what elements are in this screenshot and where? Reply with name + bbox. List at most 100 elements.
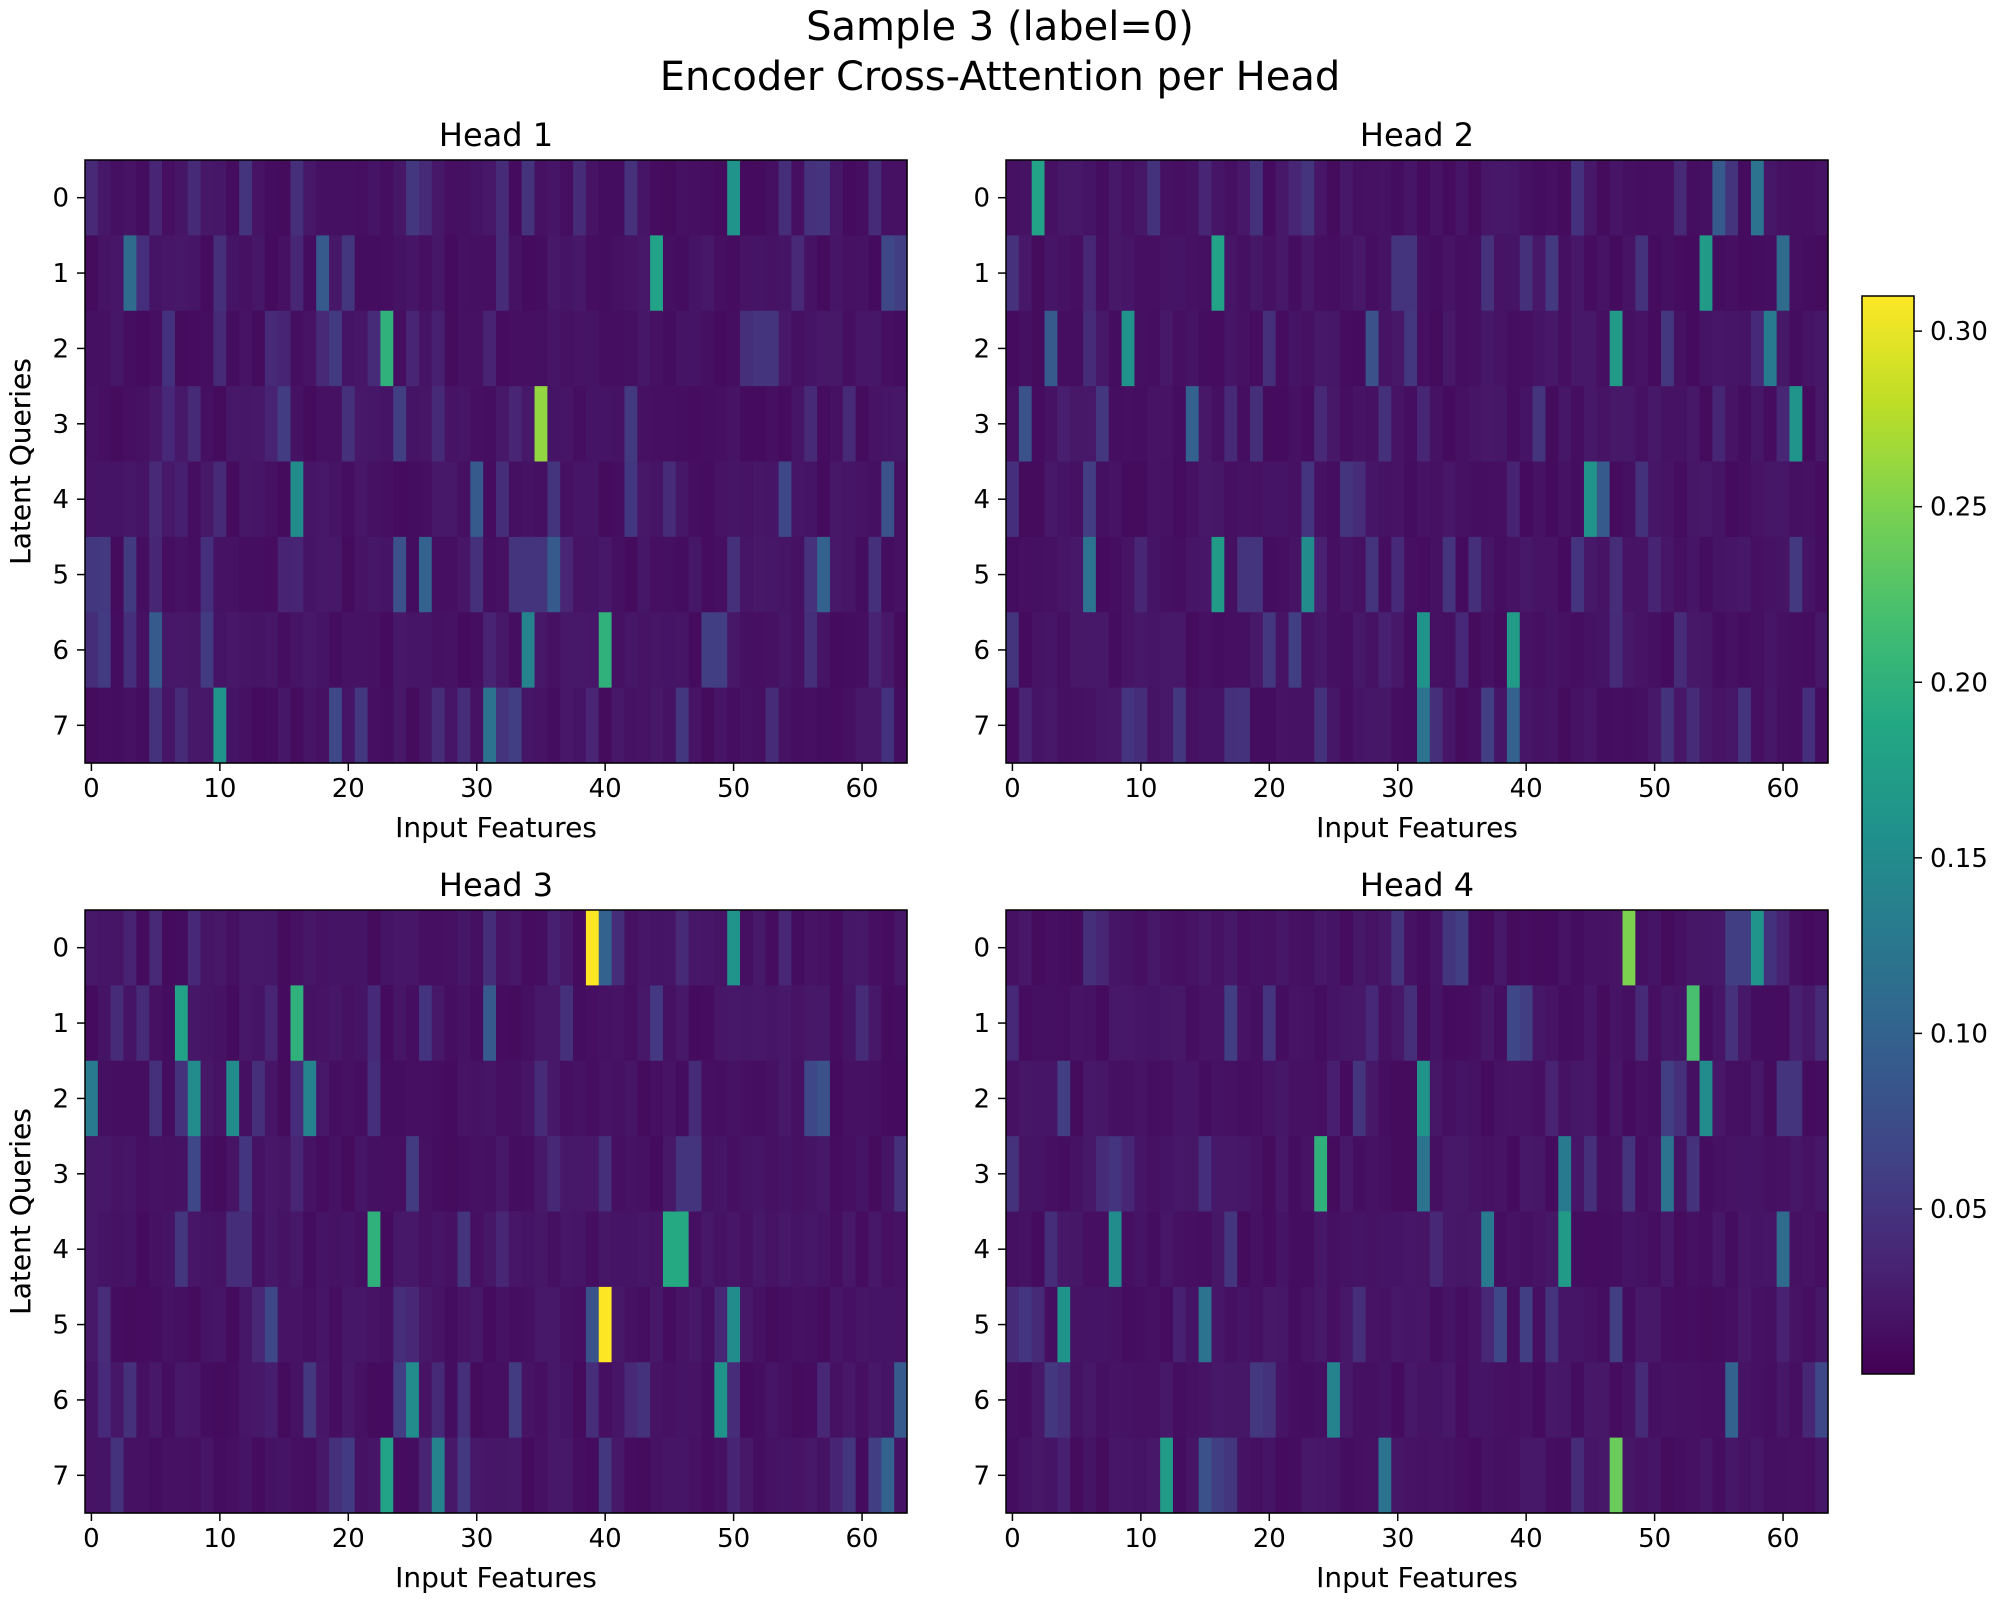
heatmap-cell [97,235,112,312]
heatmap-cell [1198,1286,1213,1363]
heatmap-cell [547,1136,561,1213]
heatmap-cell [624,1362,638,1439]
heatmap-cell [496,1437,510,1514]
heatmap-cell [1006,910,1020,986]
heatmap-cell [303,910,317,986]
heatmap-cell [1558,310,1572,387]
heatmap-cell [1404,235,1418,312]
colorbar-gradient [1861,295,1915,1375]
heatmap-cell [367,1136,381,1213]
heatmap-cell [110,985,125,1062]
heatmap-cell [1006,386,1020,463]
heatmap-cell [251,1286,266,1363]
heatmap-cell [1532,310,1547,387]
heatmap-cell [1044,386,1058,463]
heatmap-cell [1391,1286,1405,1363]
heatmap-cell [277,235,292,312]
heatmap-cell [1031,461,1046,538]
heatmap-cell [1583,1286,1598,1363]
heatmap-cell [1031,386,1046,463]
heatmap-cell [1661,1286,1675,1363]
heatmap-cell [740,461,754,538]
heatmap-cell [1327,985,1341,1062]
heatmap-cell [1519,1136,1534,1213]
heatmap-cell [1763,386,1778,463]
heatmap-cell [894,1437,908,1514]
heatmap-cell [1699,1060,1713,1137]
heatmap-cell [650,536,664,613]
heatmap-cell [894,386,908,463]
heatmap-cell [380,1286,394,1363]
heatmap-cell [701,1211,715,1288]
heatmap-cell [842,1362,857,1439]
heatmap-cell [1738,1136,1752,1213]
heatmap-cell [393,1286,407,1363]
heatmap-cell [1750,1437,1765,1514]
heatmap-cell [585,985,600,1062]
heatmap-cell [701,310,715,387]
heatmap-cell [303,536,317,613]
heatmap-cell [727,536,741,613]
heatmap-cell [637,1136,651,1213]
heatmap-cell [97,612,112,689]
heatmap-cell [1738,310,1752,387]
heatmap-cell [727,461,741,538]
heatmap-cell [1596,536,1611,613]
heatmap-cell [855,612,870,689]
heatmap-cell [444,1060,459,1137]
x-axis-label: Input Features [1316,1561,1518,1594]
heatmap-cell [675,1060,690,1137]
heatmap-cell [534,1060,548,1137]
heatmap-cell [585,1437,600,1514]
colorbar-tick-label: 0.10 [1930,1019,1988,1049]
heatmap-cell [1275,1437,1290,1514]
heatmap-cell [1147,687,1161,764]
heatmap-cell [1172,235,1187,312]
heatmap-cell [1160,612,1174,689]
heatmap-cell [1365,461,1380,538]
heatmap-cell [585,910,600,986]
heatmap-cell [688,1286,703,1363]
heatmap-cell [817,1211,831,1288]
heatmap-cell [1070,1437,1084,1514]
heatmap-cell [1301,1211,1315,1288]
y-tick-label: 0 [52,934,69,964]
heatmap-cell [187,1362,202,1439]
heatmap-cell [1095,310,1110,387]
heatmap-cell [1468,310,1482,387]
heatmap-cell [1070,1286,1084,1363]
heatmap-cell [1519,310,1534,387]
heatmap-cell [1776,687,1791,764]
heatmap-cell [1185,235,1200,312]
heatmap-cell [1583,386,1598,463]
heatmap-cell [624,1437,638,1514]
heatmap-cell [881,160,895,236]
heatmap-cell [406,310,420,387]
heatmap-cell [1571,687,1585,764]
heatmap-cell [1275,1362,1290,1439]
heatmap-cell [316,1060,330,1137]
heatmap-cell [444,1286,459,1363]
heatmap-cell [1070,985,1084,1062]
heatmap-cell [341,536,356,613]
heatmap-cell [239,612,253,689]
x-axis-label: Input Features [1316,811,1518,844]
heatmap-cell [727,1136,741,1213]
heatmap-cell [1301,910,1315,986]
heatmap-cell [1532,461,1547,538]
heatmap-cell [251,612,266,689]
heatmap-cell [752,235,767,312]
heatmap-cell [341,235,356,312]
heatmap-cell [791,910,805,986]
heatmap-cell [1506,1437,1521,1514]
heatmap-cell [226,687,240,764]
heatmap-cell [829,310,844,387]
heatmap-cell [714,160,728,236]
heatmap-cell [1429,1362,1444,1439]
heatmap-cell [97,536,112,613]
heatmap-cell [611,910,626,986]
heatmap-cell [1545,160,1559,236]
heatmap-cell [829,612,844,689]
heatmap-cell [1494,1362,1508,1439]
heatmap-cell [1442,687,1457,764]
